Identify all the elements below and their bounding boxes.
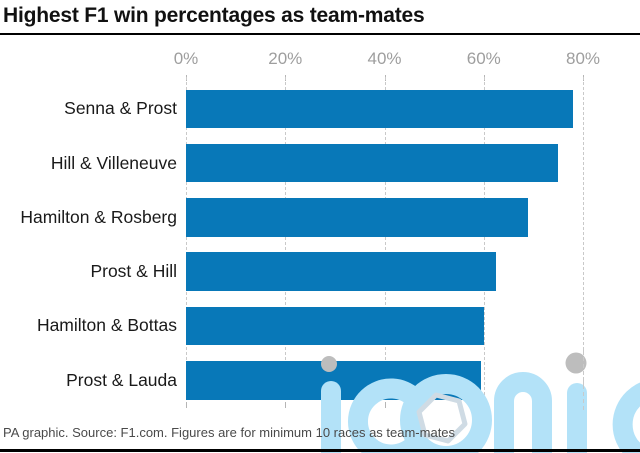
bar-row: Hamilton & Bottas [0, 306, 640, 346]
dashed-gridline [285, 77, 287, 405]
category-label: Senna & Prost [64, 98, 177, 119]
x-axis-tick-label-60: 60% [466, 49, 501, 68]
bar-hill-villeneuve [186, 143, 559, 183]
x-axis-tick-label-20: 20% [268, 49, 303, 68]
tick-mark [583, 402, 584, 408]
category-label: Prost & Lauda [66, 369, 177, 390]
bar-row: Hamilton & Rosberg [0, 198, 640, 237]
category-label: Prost & Hill [90, 261, 177, 282]
title-rule [0, 33, 640, 35]
bottom-rule [0, 449, 640, 452]
x-axis-tick-label-80: 80% [565, 49, 601, 68]
tick-mark [186, 402, 187, 408]
dashed-gridline [384, 77, 386, 405]
page-title: Highest F1 win percentages as team-mates [3, 4, 425, 27]
source-note: PA graphic. Source: F1.com. Figures are … [3, 425, 456, 440]
bar-row: Senna & Prost [0, 89, 640, 128]
bar-chart-plot: Senna & Prost Hill & Villeneuve Hamilton… [0, 75, 640, 408]
gridline-20 [285, 75, 287, 408]
dashed-gridline [483, 77, 485, 405]
gridline-0 [186, 75, 187, 408]
category-label: Hamilton & Bottas [36, 315, 177, 336]
bar-hamilton-rosberg [186, 198, 529, 237]
x-axis-tick-label-0: 0% [173, 49, 199, 68]
dashed-gridline [583, 77, 584, 405]
category-label: Hill & Villeneuve [50, 152, 177, 173]
category-label: Hamilton & Rosberg [20, 206, 177, 227]
bar-row: Prost & Lauda [0, 361, 640, 400]
tick-mark [384, 402, 386, 408]
tick-mark [285, 402, 287, 408]
dashed-gridline [186, 77, 187, 405]
bar-prost-hill [186, 252, 497, 291]
bar-prost-lauda [186, 361, 482, 400]
bar-senna-prost [186, 89, 574, 128]
x-axis-tick-label-40: 40% [367, 49, 402, 68]
bar-row: Prost & Hill [0, 252, 640, 291]
bar-row: Hill & Villeneuve [0, 143, 640, 183]
bar-hamilton-bottas [186, 306, 484, 346]
x-axis: 0% 20% 40% 60% 80% [0, 49, 640, 71]
tick-mark [483, 402, 485, 408]
